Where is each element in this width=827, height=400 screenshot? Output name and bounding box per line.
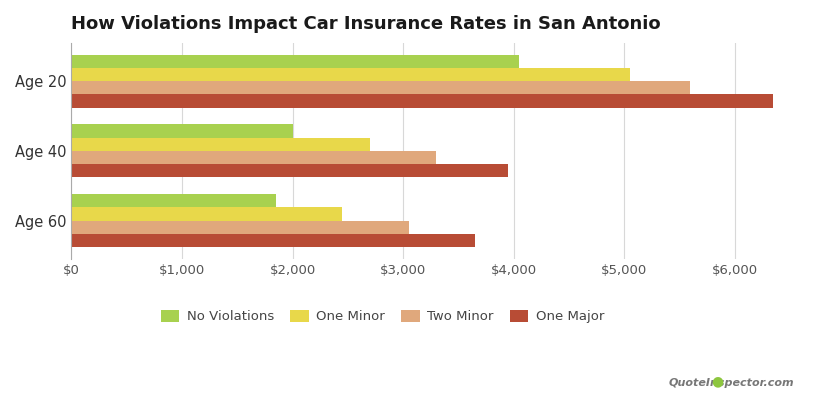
Bar [71, 151, 436, 164]
Bar [71, 164, 508, 178]
Bar [71, 124, 293, 138]
Bar [71, 94, 773, 108]
Bar [71, 55, 519, 68]
Text: QuoteInspector.com: QuoteInspector.com [668, 378, 794, 388]
Bar [71, 81, 691, 94]
Bar [71, 138, 370, 151]
Bar [71, 207, 342, 221]
Bar [71, 68, 629, 81]
Legend: No Violations, One Minor, Two Minor, One Major: No Violations, One Minor, Two Minor, One… [155, 304, 609, 328]
Bar [71, 194, 276, 207]
Text: ●: ● [711, 374, 724, 388]
Bar [71, 234, 475, 247]
Bar [71, 221, 409, 234]
Text: How Violations Impact Car Insurance Rates in San Antonio: How Violations Impact Car Insurance Rate… [71, 15, 661, 33]
